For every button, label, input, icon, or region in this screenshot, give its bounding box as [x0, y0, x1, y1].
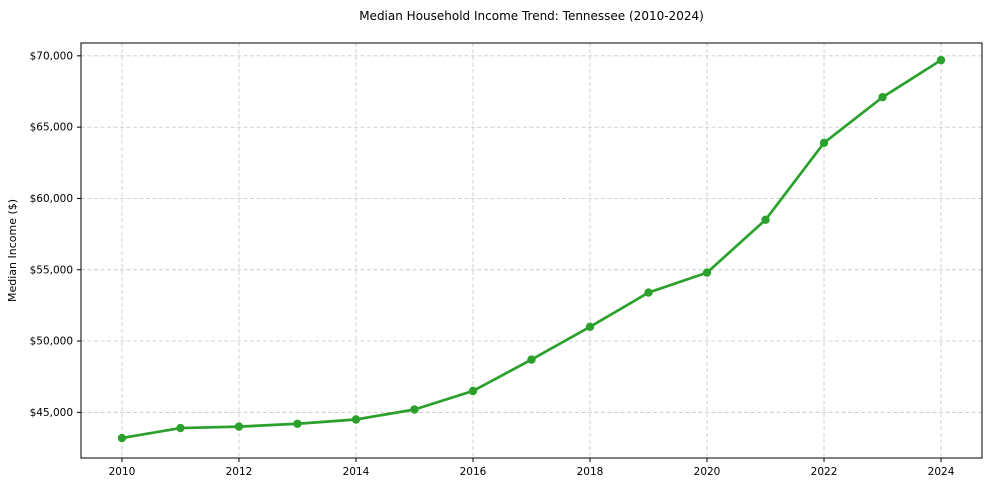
- data-point-2016: [468, 386, 478, 396]
- data-point-2021: [761, 215, 770, 225]
- data-point-2015: [410, 405, 419, 414]
- data-point-2018: [585, 322, 595, 331]
- data-point-2024: [936, 55, 946, 65]
- chart-title: Median Household Income Trend: Tennessee…: [359, 9, 704, 23]
- income-trend-line: [120, 58, 943, 440]
- y-tick-label: $65,000: [30, 122, 73, 134]
- data-point-2022: [819, 138, 829, 148]
- y-tick-label: $70,000: [30, 50, 73, 62]
- data-point-2023: [878, 92, 887, 102]
- x-tick-label: 2018: [577, 466, 604, 478]
- data-point-2020: [702, 268, 712, 277]
- x-tick-label: 2016: [460, 466, 487, 478]
- data-point-2017: [527, 355, 536, 364]
- data-point-2013: [293, 419, 302, 428]
- x-tick-label: 2014: [343, 466, 370, 478]
- plot-border: [80, 42, 983, 459]
- y-tick-label: $45,000: [30, 407, 73, 419]
- data-point-2019: [644, 288, 653, 297]
- data-point-2014: [351, 415, 361, 424]
- x-tick-label: 2022: [811, 466, 838, 478]
- data-point-2010: [117, 433, 127, 443]
- x-tick-label: 2012: [226, 466, 253, 478]
- y-tick-label: $60,000: [30, 193, 73, 205]
- y-tick-label: $50,000: [30, 336, 73, 348]
- data-point-2012: [234, 422, 244, 431]
- x-tick-label: 2010: [109, 466, 136, 478]
- y-tick-label: $55,000: [30, 264, 73, 276]
- data-point-2011: [176, 423, 185, 433]
- x-tick-label: 2020: [694, 466, 721, 478]
- x-tick-label: 2024: [928, 466, 955, 478]
